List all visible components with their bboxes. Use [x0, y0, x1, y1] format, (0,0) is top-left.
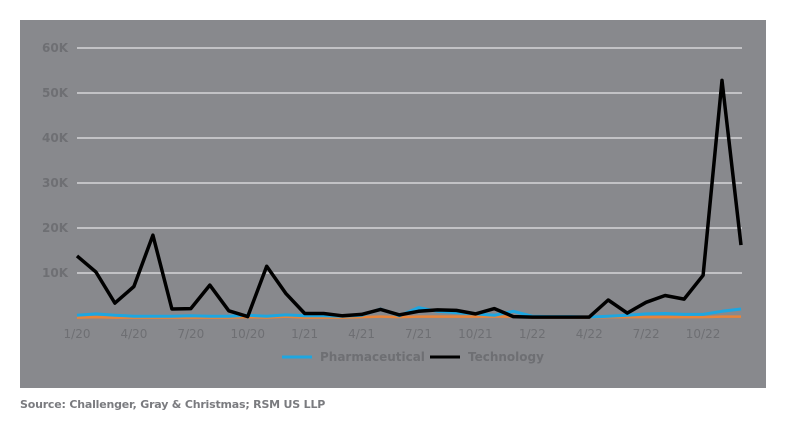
x-tick-label: 1/20: [64, 327, 91, 341]
x-tick-label: 7/21: [405, 327, 432, 341]
y-tick-label: 10K: [42, 266, 69, 280]
legend-pharmaceutical-label: Pharmaceutical: [320, 350, 425, 364]
series-line-other-unlabeled-: [76, 315, 741, 319]
y-tick-label: 30K: [42, 176, 69, 190]
x-tick-label: 10/20: [230, 327, 265, 341]
line-chart: 60K 50K 40K 30K 20K 10K 1/20 4/20 7/20 10/20 1/21 4…: [42, 41, 743, 364]
y-tick-label: 40K: [42, 131, 69, 145]
series-line-technology: [75, 78, 743, 319]
x-tick-label: 7/20: [177, 327, 204, 341]
legend-technology-label: Technology: [468, 350, 544, 364]
x-tick-label: 1/21: [291, 327, 318, 341]
x-tick-label: 10/22: [686, 327, 721, 341]
x-tick-label: 1/22: [519, 327, 546, 341]
x-tick-label: 4/20: [120, 327, 147, 341]
y-tick-label: 50K: [42, 86, 69, 100]
y-tick-label: 20K: [42, 221, 69, 235]
x-tick-label: 4/22: [576, 327, 603, 341]
x-tick-label: 10/21: [458, 327, 493, 341]
y-tick-label: 60K: [42, 41, 69, 55]
x-tick-label: 4/21: [348, 327, 375, 341]
source-caption: Source: Challenger, Gray & Christmas; RS…: [20, 398, 326, 411]
chart-panel: 60K 50K 40K 30K 20K 10K 1/20 4/20 7/20 10/20 1/21 4…: [20, 20, 766, 388]
x-tick-label: 7/22: [633, 327, 660, 341]
